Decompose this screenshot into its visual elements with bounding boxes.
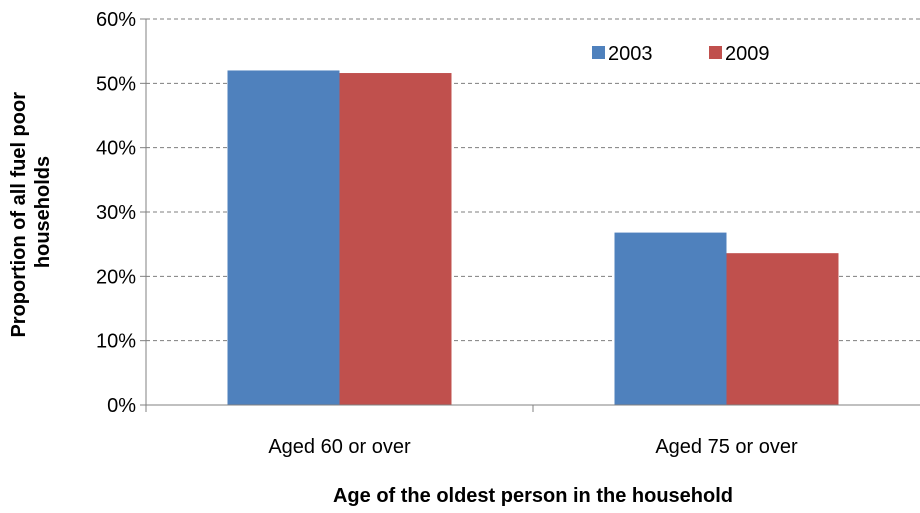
- y-tick-label: 30%: [96, 202, 136, 224]
- y-tick-label: 0%: [107, 395, 136, 417]
- legend-label-2009: 2009: [725, 43, 770, 65]
- x-tick-labels: Aged 60 or over Aged 75 or over: [268, 436, 798, 458]
- x-axis-title: Age of the oldest person in the househol…: [333, 485, 733, 507]
- bar-2003-1: [227, 70, 340, 405]
- x-tick-label: Aged 75 or over: [655, 436, 798, 458]
- legend-label-2003: 2003: [608, 43, 653, 65]
- bar-2009-2: [726, 253, 839, 405]
- y-tick-label: 50%: [96, 73, 136, 95]
- y-axis-title-line-2: households: [32, 156, 54, 268]
- bar-2003-2: [614, 232, 727, 405]
- y-axis-title-line-1: Proportion of all fuel poor: [8, 92, 30, 338]
- y-tick-label: 10%: [96, 331, 136, 353]
- legend-swatch-2003: [592, 46, 605, 59]
- legend-swatch-2009: [709, 46, 722, 59]
- bar-2009-1: [339, 73, 452, 405]
- y-axis-title: Proportion of all fuel poor households: [8, 86, 54, 337]
- axes: [140, 18, 920, 412]
- bars: [227, 70, 839, 405]
- legend: 2003 2009: [592, 43, 770, 65]
- y-tick-label: 40%: [96, 138, 136, 160]
- y-tick-labels: 0% 10% 20% 30% 40% 50% 60%: [96, 9, 136, 417]
- y-tick-label: 60%: [96, 9, 136, 31]
- y-tick-label: 20%: [96, 266, 136, 288]
- x-tick-label: Aged 60 or over: [268, 436, 411, 458]
